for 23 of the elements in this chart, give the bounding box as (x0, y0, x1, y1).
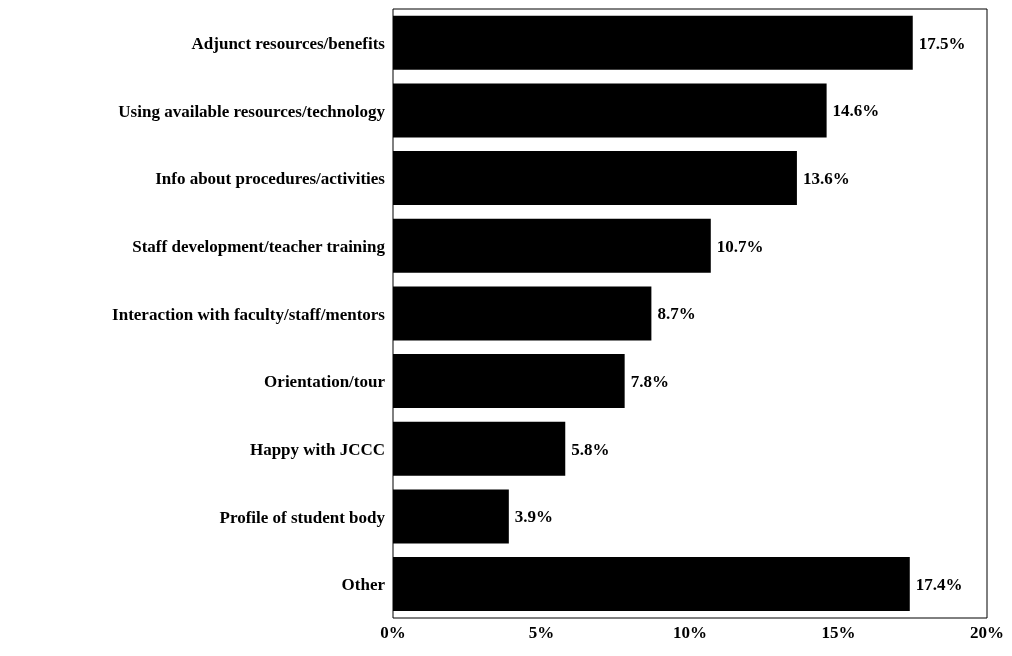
data-label: 13.6% (802, 169, 850, 189)
y-tick-label: Orientation/tour (264, 372, 386, 392)
y-tick-label: Other (341, 575, 386, 595)
x-tick-label: 5% (528, 623, 555, 643)
y-tick-label: Profile of student body (219, 507, 386, 527)
y-tick-label: Adjunct resources/benefits (191, 33, 386, 53)
x-tick-label: 0% (380, 623, 406, 643)
x-tick-label: 15% (821, 623, 856, 643)
x-tick-label: 20% (970, 623, 1004, 643)
data-label: 17.5% (918, 33, 966, 53)
x-tick-label: 10% (673, 623, 707, 643)
y-tick-label: Staff development/teacher training (132, 236, 386, 256)
y-tick-label: Using available resources/technology (118, 101, 386, 121)
data-label: 7.8% (630, 372, 669, 392)
y-tick-label: Happy with JCCC (249, 439, 385, 459)
data-label: 14.6% (832, 101, 880, 121)
data-label: 10.7% (716, 236, 764, 256)
y-tick-label: Info about procedures/activities (155, 169, 386, 189)
data-label: 5.8% (571, 439, 610, 459)
data-label: 3.9% (514, 507, 554, 527)
data-label: 17.4% (915, 575, 963, 595)
y-tick-label: Interaction with faculty/staff/mentors (112, 304, 386, 324)
data-label: 8.7% (657, 304, 696, 324)
